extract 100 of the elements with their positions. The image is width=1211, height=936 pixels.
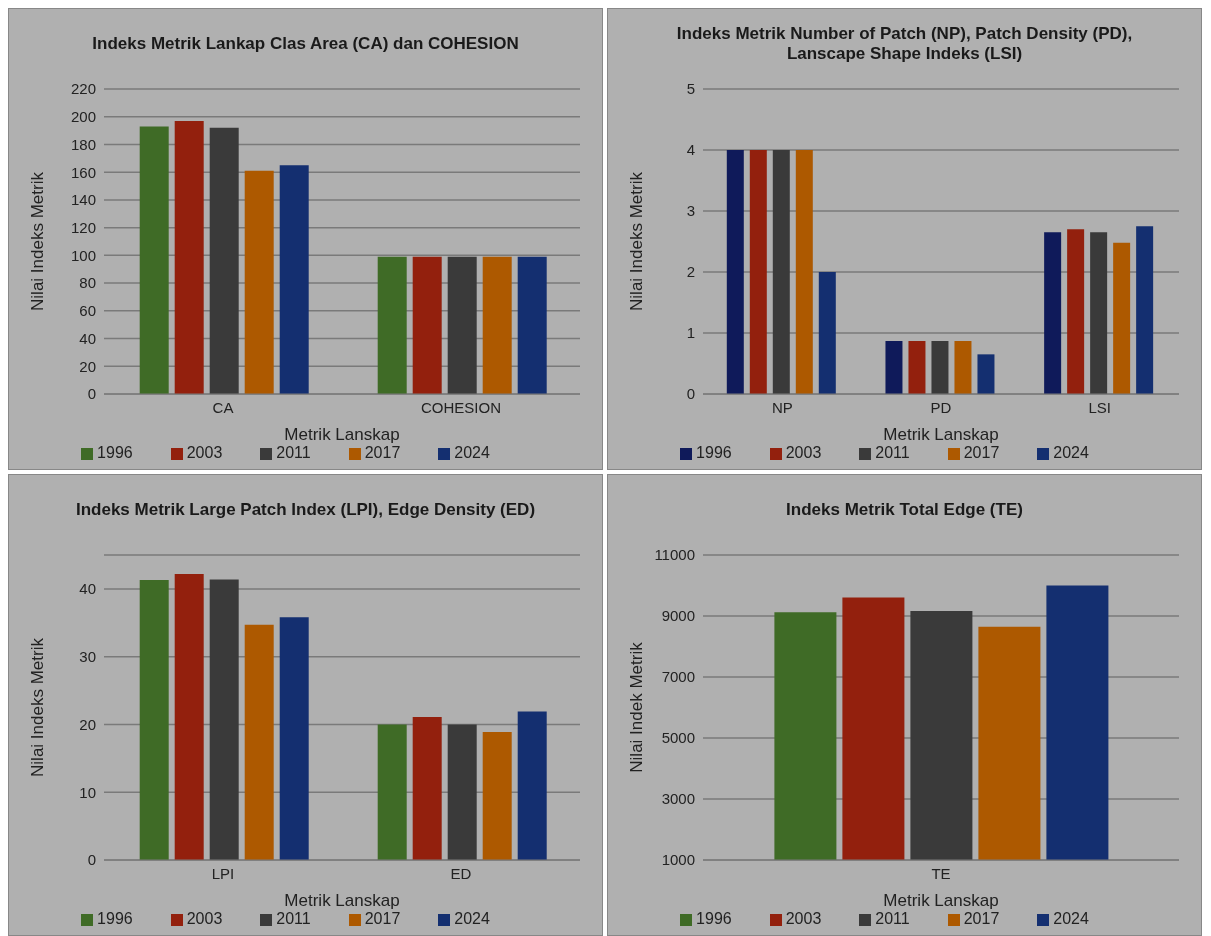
bar xyxy=(244,170,274,394)
x-tick-label: PD xyxy=(930,398,952,416)
legend-label: 2003 xyxy=(785,910,822,927)
bar xyxy=(244,624,274,860)
bar xyxy=(885,340,903,394)
bar xyxy=(412,716,442,860)
y-tick-label: 4 xyxy=(686,141,695,159)
x-tick-label: LPI xyxy=(211,864,235,882)
bar xyxy=(977,354,995,394)
legend-label: 2003 xyxy=(186,444,223,461)
y-tick-label: 180 xyxy=(70,135,96,153)
bar xyxy=(1067,229,1085,394)
y-tick-label: 9000 xyxy=(661,607,695,625)
chart-title: Indeks Metrik Total Edge (TE) xyxy=(785,499,1024,521)
bar xyxy=(412,256,442,394)
legend-label: 2011 xyxy=(276,910,311,927)
x-tick-label: LSI xyxy=(1088,398,1111,416)
chart-title: Indeks Metrik Number of Patch (NP), Patch Density (PD), Lanscape Shape Indeks (LSI) xyxy=(675,23,1134,65)
y-tick-label: 160 xyxy=(70,163,96,181)
x-tick-label: NP xyxy=(771,398,793,416)
bar xyxy=(377,724,407,860)
bar xyxy=(139,580,169,860)
y-tick-label: 120 xyxy=(70,218,96,236)
legend-label: 2017 xyxy=(963,910,1000,927)
y-tick-label: 80 xyxy=(79,274,96,292)
legend-label: 1996 xyxy=(97,444,133,461)
y-tick-label: 40 xyxy=(79,580,96,598)
legend-label: 2011 xyxy=(875,444,910,461)
bar xyxy=(139,126,169,394)
y-axis-title: Nilai Indeks Metrik xyxy=(28,171,48,311)
x-axis-title: Metrik Lanskap xyxy=(883,891,999,910)
bar xyxy=(931,340,949,394)
y-tick-label: 1000 xyxy=(661,851,695,869)
y-tick-label: 7000 xyxy=(661,668,695,686)
legend-label: 2011 xyxy=(875,910,910,927)
y-axis-title: Nilai Indeks Metrik xyxy=(627,171,647,311)
x-axis-title: Metrik Lanskap xyxy=(284,891,400,910)
y-tick-label: 0 xyxy=(686,385,695,403)
y-tick-label: 220 xyxy=(70,80,96,98)
y-axis-title: Nilai Indeks Metrik xyxy=(28,637,48,777)
legend-label: 2017 xyxy=(963,444,1000,461)
bar xyxy=(517,711,547,860)
chart-title: Indeks Metrik Lankap Clas Area (CA) dan COHESION xyxy=(91,33,520,55)
legend-label: 2024 xyxy=(454,444,490,461)
legend-label: 2024 xyxy=(454,910,490,927)
legend-label: 2003 xyxy=(785,444,822,461)
bar xyxy=(209,579,239,860)
y-tick-label: 2 xyxy=(686,263,695,281)
bar xyxy=(377,256,407,394)
y-tick-label: 10 xyxy=(79,783,96,801)
bar xyxy=(174,120,204,394)
bar xyxy=(954,340,972,394)
chart-title: Indeks Metrik Large Patch Index (LPI), Edge Density (ED) xyxy=(74,499,537,521)
y-tick-label: 60 xyxy=(79,302,96,320)
legend-label: 2003 xyxy=(186,910,223,927)
bar xyxy=(749,150,767,394)
bar xyxy=(772,150,790,394)
legend-label: 2011 xyxy=(276,444,311,461)
y-tick-label: 20 xyxy=(79,715,96,733)
y-tick-label: 0 xyxy=(87,385,96,403)
x-tick-label: TE xyxy=(931,864,951,882)
bar xyxy=(174,573,204,860)
bar xyxy=(795,150,813,394)
bar xyxy=(1090,232,1108,394)
bar xyxy=(726,150,744,394)
x-tick-label: CA xyxy=(212,398,234,416)
y-tick-label: 200 xyxy=(70,108,96,126)
y-tick-label: 5000 xyxy=(661,729,695,747)
y-tick-label: 20 xyxy=(79,357,96,375)
x-axis-title: Metrik Lanskap xyxy=(284,425,400,444)
bar xyxy=(482,256,512,394)
legend-label: 2017 xyxy=(364,444,401,461)
y-tick-label: 5 xyxy=(686,80,695,98)
legend-label: 2024 xyxy=(1053,444,1089,461)
x-tick-label: COHESION xyxy=(420,398,502,416)
bar xyxy=(818,272,836,394)
bar xyxy=(279,617,309,860)
bar xyxy=(517,256,547,394)
legend-label: 1996 xyxy=(696,910,732,927)
bar xyxy=(1113,242,1131,394)
y-axis-title: Nilai Indek Metrik xyxy=(627,641,647,773)
y-tick-label: 140 xyxy=(70,191,96,209)
y-tick-label: 30 xyxy=(79,647,96,665)
bar xyxy=(279,165,309,394)
x-tick-label: ED xyxy=(450,864,472,882)
bar xyxy=(447,724,477,860)
y-tick-label: 100 xyxy=(70,246,96,264)
legend-label: 1996 xyxy=(696,444,732,461)
legend-label: 1996 xyxy=(97,910,133,927)
y-tick-label: 3 xyxy=(686,202,695,220)
legend-label: 2017 xyxy=(364,910,401,927)
bar xyxy=(447,256,477,394)
bar xyxy=(1136,226,1154,394)
x-axis-title: Metrik Lanskap xyxy=(883,425,999,444)
y-tick-label: 1 xyxy=(686,324,695,342)
bar xyxy=(482,731,512,860)
bar xyxy=(1044,232,1062,394)
y-tick-label: 3000 xyxy=(661,790,695,808)
bar xyxy=(209,127,239,394)
y-tick-label: 11000 xyxy=(654,546,695,564)
